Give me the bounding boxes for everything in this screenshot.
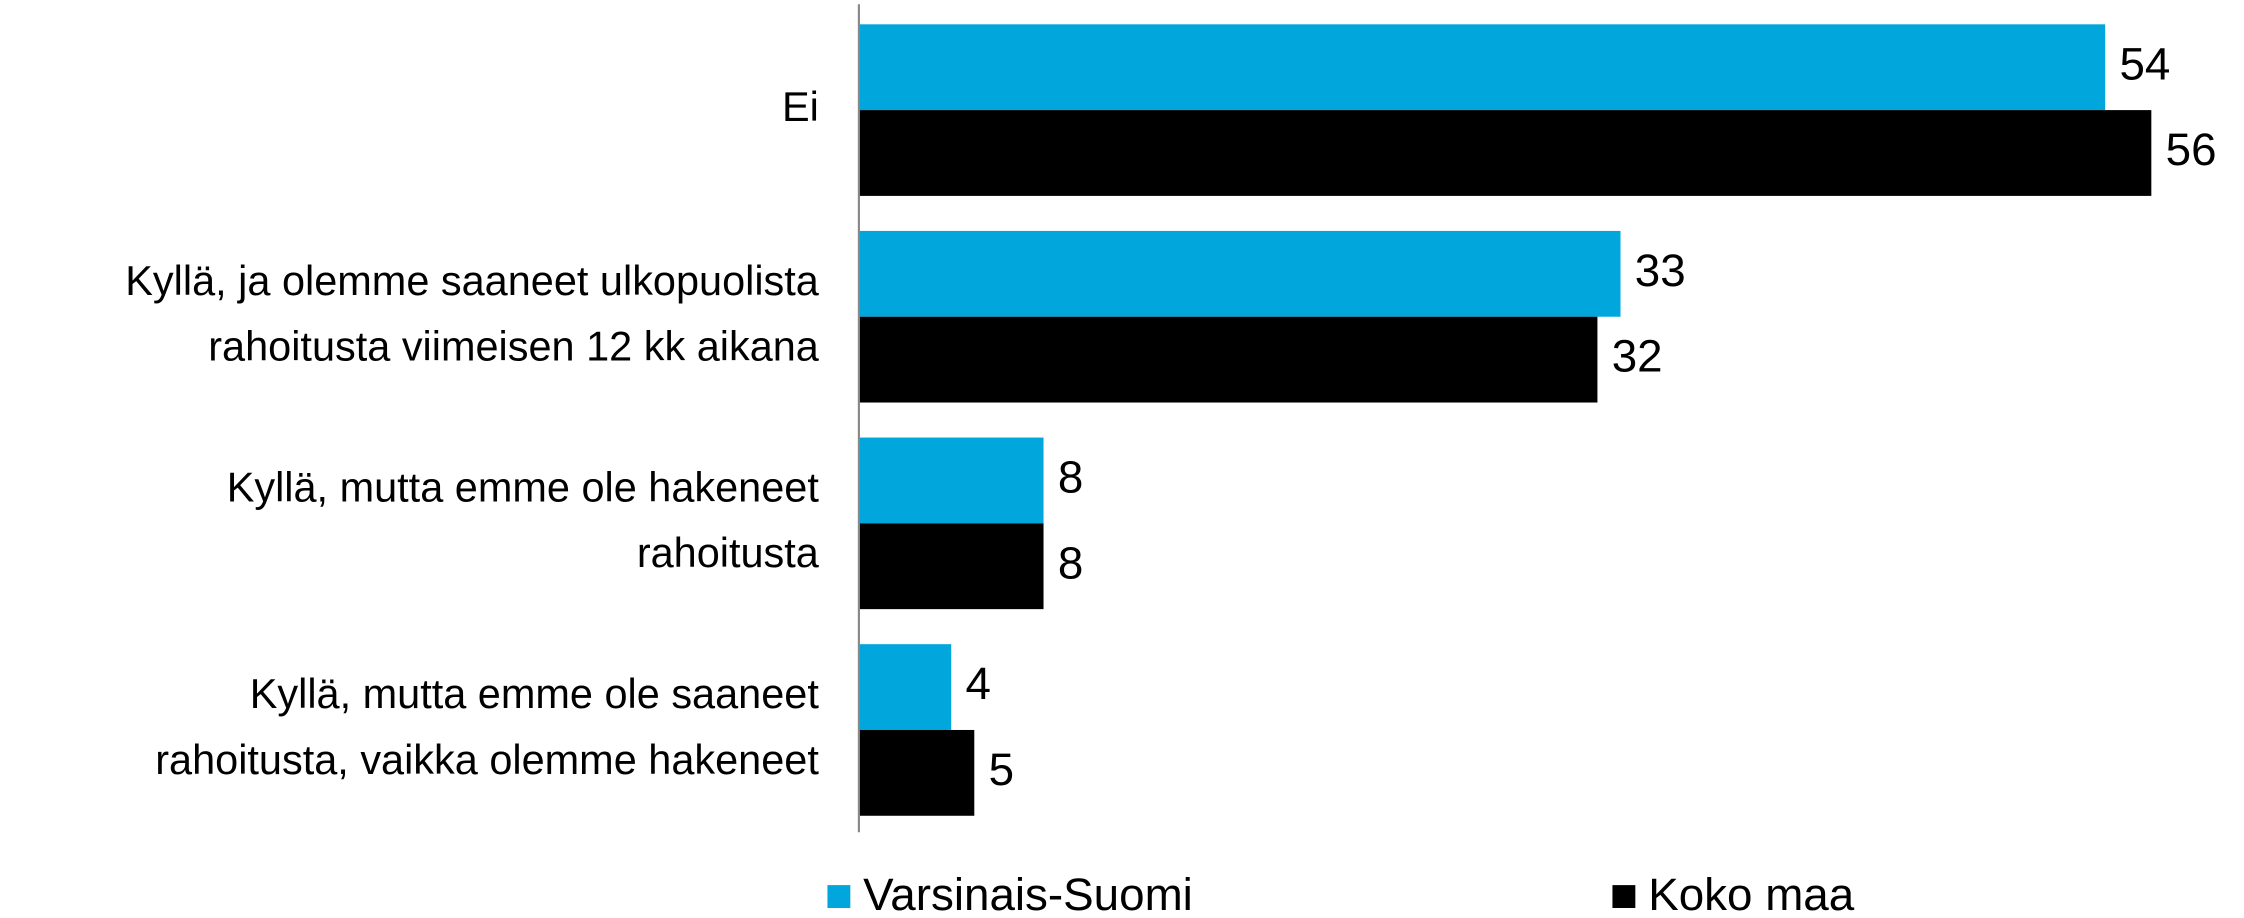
value-label: 54: [2119, 38, 2170, 89]
bar: [858, 24, 2106, 111]
legend-swatch: [827, 885, 851, 908]
value-label: 4: [966, 658, 991, 709]
bar: [858, 110, 2152, 196]
y-tick-label: Kyllä, mutta emme ole hakeneet rahoitusta: [227, 463, 820, 576]
bar: [858, 644, 952, 730]
bar: [858, 230, 1621, 317]
value-label: 8: [1058, 537, 1083, 588]
bar: [858, 316, 1598, 403]
legend-swatch: [1612, 885, 1636, 908]
legend-label: Varsinais-Suomi: [863, 869, 1193, 918]
bar: [858, 523, 1044, 610]
value-label: 56: [2166, 124, 2217, 175]
y-tick-label: Kyllä, mutta emme ole saaneet rahoitusta,…: [155, 670, 819, 783]
bar: [858, 729, 975, 816]
value-label: 8: [1058, 452, 1083, 503]
y-tick-label: Ei: [782, 83, 819, 130]
value-label: 32: [1612, 331, 1663, 382]
legend-label: Koko maa: [1648, 869, 1855, 918]
value-label: 33: [1635, 245, 1686, 296]
bar: [858, 437, 1044, 524]
y-tick-label: Kyllä, ja olemme saaneet ulkopuolista rah…: [125, 257, 820, 370]
value-label: 5: [989, 744, 1014, 795]
